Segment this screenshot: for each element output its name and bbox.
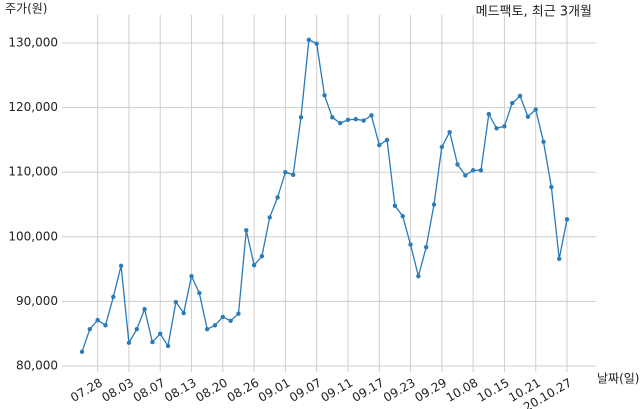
point — [330, 115, 335, 120]
point — [150, 339, 155, 345]
point — [322, 93, 327, 98]
point — [564, 217, 570, 222]
point — [275, 195, 280, 200]
point — [291, 172, 296, 177]
point — [439, 144, 445, 150]
y-tick-label: 110,000 — [8, 165, 58, 179]
point — [251, 263, 257, 268]
point — [400, 213, 405, 219]
point — [556, 256, 562, 261]
y-tick-label: 80,000 — [16, 359, 58, 373]
point — [533, 107, 538, 112]
point — [423, 244, 429, 250]
point — [486, 111, 491, 117]
point — [549, 184, 554, 190]
x-tick-label: 08.03 — [99, 376, 136, 405]
x-tick-label: 09.07 — [287, 376, 324, 405]
point — [259, 253, 265, 259]
point — [79, 349, 85, 354]
point — [283, 170, 288, 175]
point — [353, 117, 358, 122]
y-tick-label: 100,000 — [8, 229, 58, 243]
point — [197, 290, 202, 296]
point — [337, 120, 343, 126]
point — [478, 168, 484, 173]
point — [431, 202, 437, 207]
line — [81, 38, 568, 353]
x-tick-label: 09.01 — [256, 376, 293, 405]
y-tick-label: 130,000 — [8, 36, 58, 50]
point — [463, 173, 468, 178]
point — [361, 118, 366, 123]
chart-title: 메드팩토, 최근 3개월 — [476, 5, 592, 20]
point — [95, 317, 100, 323]
point — [416, 274, 421, 279]
point — [87, 326, 93, 332]
point — [126, 340, 132, 345]
point — [220, 314, 226, 320]
point — [103, 323, 108, 328]
point — [228, 318, 233, 323]
point — [244, 228, 249, 233]
point — [541, 139, 546, 145]
point — [408, 242, 413, 247]
point — [236, 311, 241, 316]
point — [455, 162, 460, 167]
point — [447, 129, 452, 135]
point — [470, 168, 476, 173]
x-tick-label: 07.28 — [68, 376, 105, 405]
point — [502, 124, 507, 129]
point — [510, 100, 515, 106]
point — [181, 310, 186, 316]
x-tick-label: 10.15 — [475, 376, 512, 405]
point — [392, 203, 398, 208]
point — [142, 306, 147, 312]
point — [525, 114, 531, 119]
x-tick-label: 09.23 — [381, 376, 418, 405]
point — [204, 326, 210, 332]
y-axis-label: 주가(원) — [5, 2, 47, 16]
point — [314, 41, 319, 46]
point — [517, 93, 523, 99]
x-tick-label: 10.08 — [444, 376, 481, 405]
point — [267, 215, 272, 220]
point — [111, 294, 116, 300]
point — [384, 137, 390, 143]
y-tick-label: 120,000 — [8, 100, 58, 114]
point — [118, 263, 124, 269]
x-tick-label: 08.13 — [162, 376, 199, 405]
x-tick-label: 09.29 — [412, 376, 449, 405]
x-tick-label: 08.07 — [131, 376, 168, 405]
x-tick-label: 08.20 — [193, 376, 230, 405]
x-axis-label: 날짜(일) — [597, 372, 639, 386]
x-tick-label: 09.11 — [318, 376, 355, 405]
point — [306, 37, 312, 42]
x-tick-label: 09.17 — [350, 376, 387, 405]
point — [377, 142, 382, 148]
point — [298, 115, 304, 120]
point — [369, 113, 374, 118]
point — [212, 323, 218, 328]
y-tick-label: 90,000 — [16, 294, 58, 308]
x-tick-label: 08.26 — [225, 376, 262, 405]
point — [494, 126, 499, 131]
point — [189, 274, 194, 279]
point — [173, 299, 179, 305]
point — [158, 331, 163, 336]
point — [134, 326, 139, 332]
point — [345, 117, 351, 123]
point — [165, 343, 171, 349]
